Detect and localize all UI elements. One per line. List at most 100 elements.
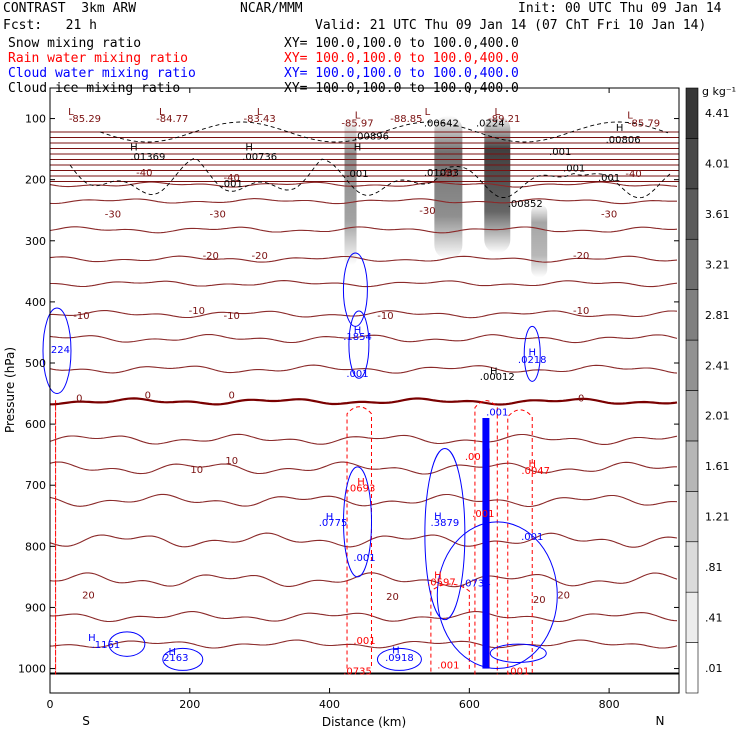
colorbar-label: .01	[705, 662, 723, 675]
cloud-contour-1	[348, 310, 370, 379]
contour-label-temp: 0	[578, 394, 584, 405]
contour-label-rain: .0735	[343, 667, 372, 678]
contour-label-ice: .00806	[606, 135, 641, 146]
contour-label-cloud: .1161	[92, 640, 121, 651]
contour-label-cloud: .0734	[462, 579, 491, 590]
temp-contour-15	[49, 639, 678, 649]
extremum-high: H	[354, 142, 362, 153]
model-title: CONTRAST 3km ARW	[3, 1, 137, 16]
extremum-low: L	[425, 107, 431, 118]
colorbar-label: 3.61	[705, 208, 730, 221]
ice-contour-top	[99, 121, 669, 143]
contour-label-rain: .0047	[521, 466, 550, 477]
contour-label-ice: .00896	[354, 131, 389, 142]
colorbar-swatch	[685, 188, 699, 240]
contour-label-temp: -20	[203, 251, 219, 262]
contour-label-temp: 20	[82, 590, 95, 601]
contour-label-temp: -85.29	[69, 114, 101, 125]
rain-column-1	[474, 400, 498, 675]
contour-label-temp: -85.79	[628, 119, 660, 130]
extremum-high: H	[528, 348, 536, 359]
colorbar-swatch	[685, 289, 699, 341]
contour-label-temp: 20	[557, 590, 570, 601]
extremum-low: L	[494, 107, 500, 118]
forecast-hour: Fcst: 21 h	[3, 18, 97, 33]
contour-label-temp: -10	[224, 311, 240, 322]
contour-label-temp: 10	[225, 456, 238, 467]
contour-label-temp: 0	[229, 390, 235, 401]
contour-label-cloud: .1854	[343, 332, 372, 343]
contour-label-temp: -10	[189, 306, 205, 317]
x-end-right-label: N	[656, 714, 665, 728]
y-tick-label: 500	[25, 357, 46, 370]
rain-column-0	[346, 406, 372, 669]
snow-shading	[344, 115, 548, 278]
contour-label-temp: -40	[625, 169, 641, 180]
contour-label-cloud: .0775	[319, 518, 348, 529]
y-tick-label: 600	[25, 418, 46, 431]
extremum-high: H	[434, 571, 442, 582]
x-tick-label: 0	[47, 698, 54, 711]
x-tick-label: 200	[179, 698, 200, 711]
contour-label-temp: -30	[105, 210, 121, 221]
extremum-high: H	[245, 142, 253, 153]
extremum-high: H	[326, 512, 334, 523]
extremum-high: H	[392, 645, 400, 656]
colorbar: .01 .41 .81 1.21 1.61 2.01 2.41 2.81 3.21 3.61 4.0…	[685, 87, 730, 694]
colorbar-label: 1.61	[705, 460, 730, 473]
x-tick-label: 400	[319, 698, 340, 711]
extremum-low: L	[159, 107, 165, 118]
contour-label-temp: -40	[224, 173, 240, 184]
field-cloud-xy: XY= 100.0,100.0 to 100.0,400.0	[284, 66, 519, 81]
colorbar-swatch	[685, 491, 699, 543]
colorbar-label: 4.41	[705, 107, 730, 120]
contour-label-cloud: .0918	[385, 653, 414, 664]
cloud-contour-6	[436, 521, 558, 670]
y-tick-label: 800	[25, 540, 46, 553]
field-snow-xy: XY= 100.0,100.0 to 100.0,400.0	[284, 36, 519, 51]
contour-label-ice: .00012	[480, 372, 515, 383]
temp-contour-7	[49, 364, 678, 374]
contour-label-cloud: .001	[353, 553, 375, 564]
colorbar-swatch	[685, 440, 699, 492]
contour-label-temp: -30	[601, 210, 617, 221]
extremum-high: H	[528, 459, 536, 470]
contour-label-cloud: .001	[521, 532, 543, 543]
contour-label-rain: .00	[465, 452, 481, 463]
contour-label-rain: .0693	[347, 483, 376, 494]
contour-label-temp: -89.21	[488, 114, 520, 125]
colorbar-swatch	[685, 541, 699, 593]
colorbar-swatch	[685, 238, 699, 290]
contour-label-temp: -83.43	[244, 114, 276, 125]
plot-frame	[49, 87, 680, 694]
y-tick-label: 900	[25, 601, 46, 614]
extremum-high: H	[88, 633, 96, 644]
extremum-high: H	[130, 142, 138, 153]
field-rain-name: Rain water mixing ratio	[8, 51, 189, 66]
cloud-contour-3	[42, 307, 72, 395]
temp-contour-12	[49, 532, 678, 548]
temp-contour-3	[49, 255, 678, 263]
extremum-high: H	[616, 123, 624, 134]
contour-label-ice: .00736	[242, 152, 277, 163]
contour-label-ice: .001	[346, 169, 368, 180]
contour-label-temp: -88.85	[390, 114, 422, 125]
cloud-contour-4	[343, 466, 373, 578]
temp-contour-13	[49, 572, 678, 588]
y-axis-label: Pressure (hPa)	[3, 347, 17, 433]
colorbar-swatch	[685, 339, 699, 391]
y-tick-label: 400	[25, 296, 46, 309]
colorbar-label: 2.81	[705, 309, 730, 322]
cloud-contour-2	[523, 325, 541, 382]
temp-contour-1	[49, 198, 677, 205]
contour-label-ice: .001	[549, 147, 571, 158]
contour-label-cloud: 2163	[163, 653, 188, 664]
contour-label-cloud: .001	[486, 408, 508, 419]
colorbar-label: 3.21	[705, 258, 730, 271]
y-tick-label: 200	[25, 174, 46, 187]
extremum-high: H	[169, 647, 177, 658]
colorbar-swatch	[685, 642, 699, 694]
init-time: Init: 00 UTC Thu 09 Jan 14	[518, 1, 722, 16]
contour-label-ice: .001	[221, 179, 243, 190]
